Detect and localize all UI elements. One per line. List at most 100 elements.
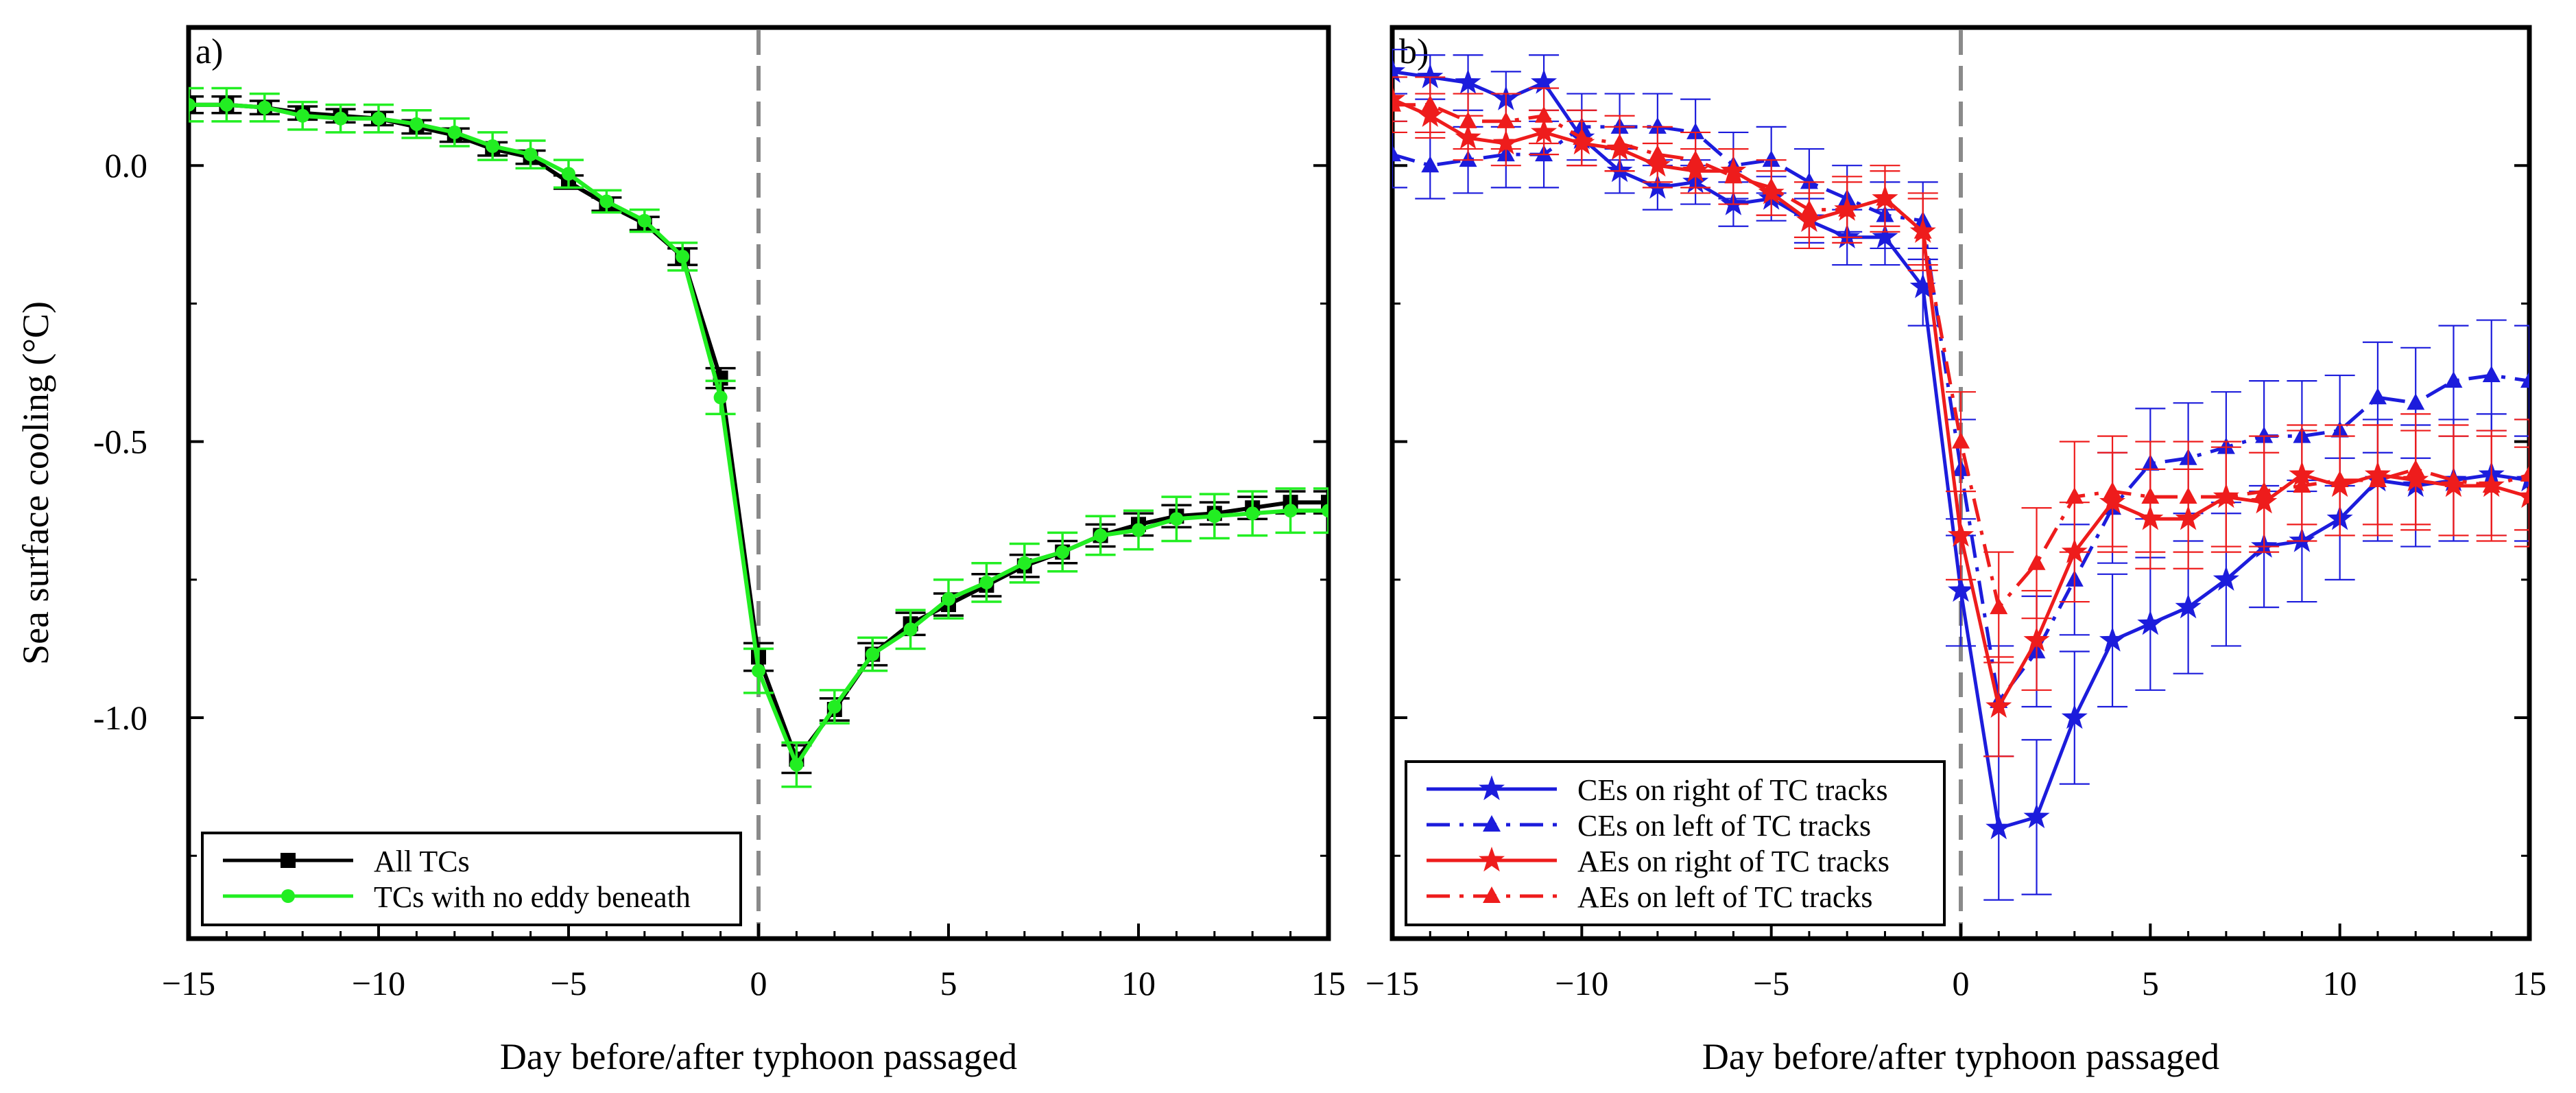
data-point [1421,95,1440,112]
legend-marker [281,853,296,868]
legend-label: TCs with no eddy beneath [374,880,691,914]
x-tick-label: 15 [1311,964,1346,1002]
data-point [752,663,765,678]
data-point [2061,704,2088,729]
x-tick-label: 5 [940,964,957,1002]
data-point [866,647,880,661]
data-point [599,194,614,209]
data-point [1686,122,1705,139]
legend-marker [1479,847,1505,872]
data-point [827,699,842,714]
data-point [1876,189,1894,206]
panel-label: a) [195,32,223,71]
x-tick-label: 10 [2323,964,2357,1002]
data-point [713,390,728,405]
data-point [789,757,804,772]
data-point [1648,117,1667,134]
panel-a: −15 −10 −5 0 5 10 15 0.0 -0.5 -1.0 Day before/afte… [15,25,1346,1077]
x-tick-label: −10 [352,964,405,1002]
plot-area [1392,49,2529,901]
x-tick-label: −10 [1555,964,1608,1002]
data-point [2103,482,2122,499]
legend-label: AEs on right of TC tracks [1577,845,1889,878]
data-point [1838,200,1857,217]
data-point [2407,393,2425,410]
data-point [1909,273,1936,298]
data-point [1535,106,1553,123]
data-point [1421,156,1440,173]
data-point [1207,509,1221,524]
data-point [1724,167,1743,184]
data-point [2407,459,2425,476]
data-point [1648,145,1667,162]
data-point [2516,483,2529,508]
plot-area [189,86,1328,788]
data-point [1686,150,1705,167]
data-point [2023,626,2050,652]
legend-marker [1479,775,1505,801]
data-point [2255,482,2274,499]
data-point [2065,487,2084,504]
data-point [1573,128,1591,145]
data-point [333,111,348,126]
data-point [2482,476,2501,493]
x-axis-label: Day before/after typhoon passaged [1702,1036,2219,1077]
data-point [1056,545,1070,559]
y-tick-label: 0.0 [105,146,148,185]
data-point [2217,487,2235,504]
data-point [296,108,310,123]
legend-marker [1483,886,1501,903]
data-point [1496,111,1515,128]
data-point [1322,504,1328,518]
legend-label: CEs on right of TC tracks [1577,773,1888,807]
data-point [523,148,538,162]
x-axis-label: Day before/after typhoon passaged [500,1036,1017,1077]
data-point [1093,528,1108,543]
data-point [1392,145,1401,162]
data-point [2141,487,2160,504]
x-tick-label: 0 [750,964,767,1002]
x-tick-label: −5 [1753,964,1789,1002]
data-point [2482,366,2501,383]
legend-frame [201,832,742,926]
data-point [1459,111,1477,128]
data-point [2293,476,2311,493]
x-tick-label: 0 [1953,964,1970,1002]
data-point [2520,465,2529,482]
data-point [942,592,955,607]
data-point [409,117,424,131]
panel-b: −15 −10 −5 0 5 10 15 Day before/after typhoon p… [1365,25,2547,1077]
data-point [2444,371,2463,388]
panel-label: b) [1399,32,1429,71]
data-point [2213,565,2239,591]
data-point [486,139,500,154]
data-point [2099,626,2126,652]
data-point [1800,172,1818,189]
y-axis-label: Sea surface cooling (°C) [15,301,56,665]
data-point [1985,693,2012,718]
data-point [2368,388,2387,405]
data-point [2444,470,2463,487]
x-tick-label: 10 [1121,964,1156,1002]
data-point [1017,556,1031,570]
x-tick-label: −15 [162,964,215,1002]
data-point [1392,95,1401,112]
data-point [1417,63,1444,89]
data-point [903,622,918,637]
legend-label: CEs on left of TC tracks [1577,809,1871,843]
data-point [676,250,690,264]
data-point [2520,371,2529,388]
data-point [637,213,652,228]
data-point [1455,69,1481,94]
x-tick-label: −15 [1365,964,1419,1002]
y-tick-label: -1.0 [93,698,147,737]
data-point [1990,598,2008,615]
x-tick-label: 15 [2512,964,2547,1002]
data-point [1245,506,1260,521]
data-point [562,167,575,181]
data-point [1952,432,1970,449]
y-tick-label: -0.5 [93,423,147,461]
